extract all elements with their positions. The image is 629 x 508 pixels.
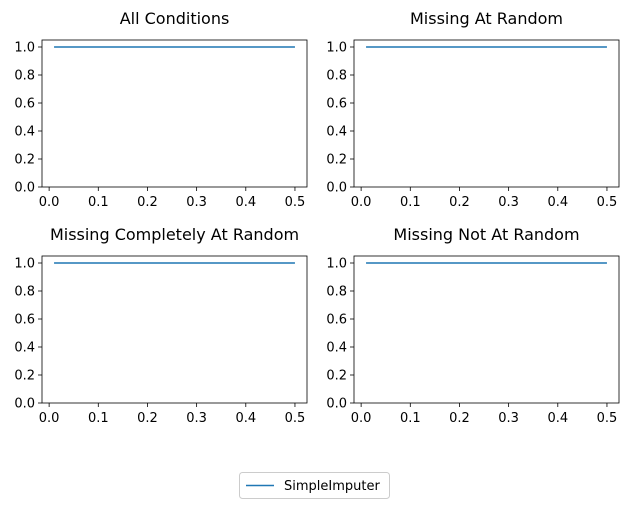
x-tick-label: 0.3 xyxy=(186,195,207,210)
panel-title: Missing Completely At Random xyxy=(50,225,299,244)
y-tick-label: 0.6 xyxy=(326,313,347,328)
x-tick-label: 0.2 xyxy=(449,195,470,210)
panel-title: Missing At Random xyxy=(410,9,563,28)
y-tick-label: 0.4 xyxy=(326,125,347,140)
subplot-4: Missing Not At Random 0.0 0.1 0.2 0.3 0.4 0.5 0… xyxy=(326,225,620,426)
y-tick-label: 0.8 xyxy=(14,285,35,300)
x-tick-label: 0.4 xyxy=(547,411,568,426)
subplot-2: Missing At Random 0.0 0.1 0.2 0.3 0.4 0.5 0.0 0.… xyxy=(326,9,620,210)
axes-frame xyxy=(353,39,620,188)
x-tick-label: 0.2 xyxy=(137,411,158,426)
y-tick-label: 0.8 xyxy=(326,285,347,300)
x-tick-label: 0.0 xyxy=(351,195,372,210)
y-tick-label: 0.0 xyxy=(326,397,347,412)
legend-box xyxy=(239,472,390,499)
axes-frame xyxy=(41,255,308,404)
panel-title: All Conditions xyxy=(120,9,230,28)
x-tick-label: 0.0 xyxy=(39,195,60,210)
x-tick-label: 0.1 xyxy=(88,195,109,210)
y-tick-label: 0.4 xyxy=(14,341,35,356)
x-tick-label: 0.2 xyxy=(137,195,158,210)
x-tick-label: 0.3 xyxy=(498,411,519,426)
y-tick-label: 0.6 xyxy=(326,97,347,112)
y-tick-label: 0.2 xyxy=(14,369,35,384)
x-tick-label: 0.1 xyxy=(400,195,421,210)
x-tick-label: 0.3 xyxy=(498,195,519,210)
x-tick-label: 0.1 xyxy=(88,411,109,426)
x-tick-label: 0.2 xyxy=(449,411,470,426)
y-tick-label: 0.0 xyxy=(14,181,35,196)
y-tick-label: 0.6 xyxy=(14,97,35,112)
legend: SimpleImputer xyxy=(239,472,390,499)
x-tick-label: 0.3 xyxy=(186,411,207,426)
y-tick-label: 0.0 xyxy=(326,181,347,196)
x-tick-label: 0.5 xyxy=(285,411,306,426)
x-tick-label: 0.5 xyxy=(285,195,306,210)
y-tick-label: 0.4 xyxy=(14,125,35,140)
legend-label-simpleimputer: SimpleImputer xyxy=(284,479,380,494)
y-tick-label: 0.2 xyxy=(14,153,35,168)
subplot-1: All Conditions 0.0 0.1 0.2 0.3 0.4 0.5 0.0 0.2 0.… xyxy=(14,9,308,210)
axes-frame xyxy=(41,39,308,188)
x-tick-label: 0.0 xyxy=(39,411,60,426)
y-tick-label: 0.2 xyxy=(326,369,347,384)
y-tick-label: 0.4 xyxy=(326,341,347,356)
x-tick-label: 0.5 xyxy=(597,195,618,210)
y-tick-label: 0.0 xyxy=(14,397,35,412)
x-tick-label: 0.4 xyxy=(547,195,568,210)
x-tick-label: 0.1 xyxy=(400,411,421,426)
subplots: All Conditions 0.0 0.1 0.2 0.3 0.4 0.5 0.0 0.2 0.… xyxy=(14,9,620,426)
x-tick-label: 0.4 xyxy=(235,195,256,210)
y-tick-label: 1.0 xyxy=(14,41,35,56)
y-tick-label: 1.0 xyxy=(326,257,347,272)
x-tick-label: 0.4 xyxy=(235,411,256,426)
y-tick-label: 0.8 xyxy=(326,69,347,84)
y-tick-label: 1.0 xyxy=(326,41,347,56)
y-tick-label: 1.0 xyxy=(14,257,35,272)
y-tick-label: 0.2 xyxy=(326,153,347,168)
panel-title: Missing Not At Random xyxy=(393,225,579,244)
y-tick-label: 0.6 xyxy=(14,313,35,328)
axes-frame xyxy=(353,255,620,404)
y-tick-label: 0.8 xyxy=(14,69,35,84)
x-tick-label: 0.0 xyxy=(351,411,372,426)
subplot-3: Missing Completely At Random 0.0 0.1 0.2 0.3… xyxy=(14,225,308,426)
x-tick-label: 0.5 xyxy=(597,411,618,426)
